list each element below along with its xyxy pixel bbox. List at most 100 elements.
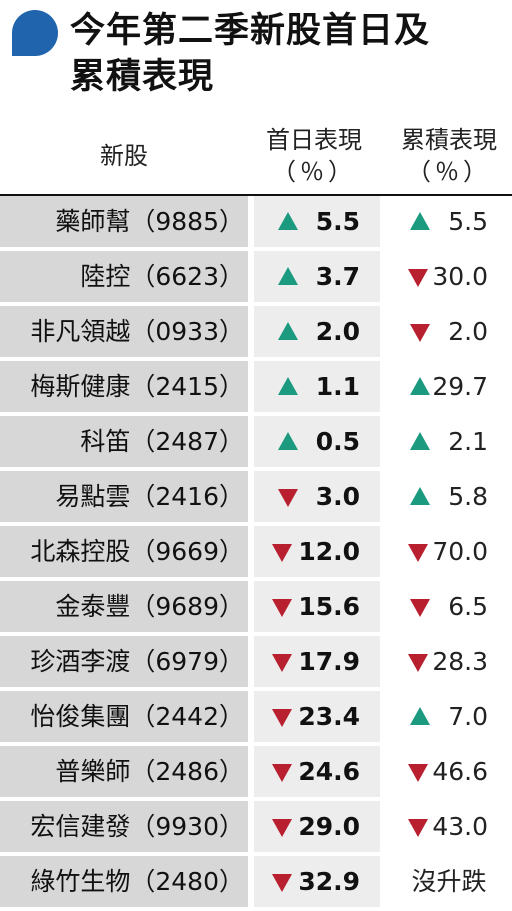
title-line-2: 累積表現	[70, 57, 215, 97]
triangle-up-icon	[278, 377, 298, 395]
cumulative-value: 46.6	[432, 757, 488, 786]
cumulative-value: 70.0	[432, 537, 488, 566]
triangle-down-icon	[408, 819, 428, 837]
triangle-down-icon	[408, 654, 428, 672]
first-day-cell: 23.4	[254, 691, 380, 742]
cumulative-value: 2.0	[448, 317, 488, 346]
first-day-value: 24.6	[298, 757, 360, 786]
cumulative-cell: 6.5	[386, 581, 512, 632]
first-day-value: 3.7	[315, 262, 360, 291]
stock-name-cell: 綠竹生物（2480）	[0, 856, 248, 907]
triangle-down-icon	[408, 544, 428, 562]
first-day-value: 32.9	[298, 867, 360, 896]
first-day-value: 3.0	[315, 482, 360, 511]
first-day-cell: 3.0	[254, 471, 380, 522]
table-row: 陸控（6623） 3.7 30.0	[0, 251, 512, 306]
first-day-value: 2.0	[315, 317, 360, 346]
stock-name-cell: 非凡領越（0933）	[0, 306, 248, 357]
table-row: 綠竹生物（2480） 32.9 沒升跌	[0, 856, 512, 911]
first-day-value: 17.9	[298, 647, 360, 676]
first-day-value: 29.0	[298, 812, 360, 841]
cumulative-value: 30.0	[432, 262, 488, 291]
header-first-day: 首日表現 （％）	[254, 124, 374, 200]
ipo-table: 藥師幫（9885） 5.5 5.5 陸控（6623） 3.7 30.0 非凡領越（0933）…	[0, 196, 512, 911]
stock-name-cell: 北森控股（9669）	[0, 526, 248, 577]
header-name: 新股	[100, 142, 148, 170]
table-row: 北森控股（9669） 12.0 70.0	[0, 526, 512, 581]
cumulative-value: 6.5	[448, 592, 488, 621]
table-row: 梅斯健康（2415） 1.1 29.7	[0, 361, 512, 416]
triangle-up-icon	[410, 487, 430, 505]
triangle-up-icon	[278, 432, 298, 450]
cumulative-value: 沒升跌	[411, 867, 487, 896]
table-row: 宏信建發（9930） 29.0 43.0	[0, 801, 512, 856]
cumulative-value: 29.7	[432, 372, 488, 401]
header-first-day-label: 首日表現	[266, 126, 362, 154]
header-first-day-unit: （％）	[272, 158, 356, 186]
cumulative-cell: 28.3	[386, 636, 512, 687]
cumulative-value: 43.0	[432, 812, 488, 841]
first-day-cell: 17.9	[254, 636, 380, 687]
cumulative-cell: 43.0	[386, 801, 512, 852]
first-day-value: 12.0	[298, 537, 360, 566]
cumulative-cell: 30.0	[386, 251, 512, 302]
header-cumulative: 累積表現 （％）	[386, 124, 512, 200]
triangle-up-icon	[410, 432, 430, 450]
stock-name-cell: 陸控（6623）	[0, 251, 248, 302]
title-line-1: 今年第二季新股首日及	[70, 11, 431, 51]
table-row: 非凡領越（0933） 2.0 2.0	[0, 306, 512, 361]
cumulative-cell: 46.6	[386, 746, 512, 797]
triangle-down-icon	[272, 874, 292, 892]
stock-name-cell: 梅斯健康（2415）	[0, 361, 248, 412]
stock-name-cell: 怡俊集團（2442）	[0, 691, 248, 742]
stock-name-cell: 宏信建發（9930）	[0, 801, 248, 852]
header-divider	[0, 194, 512, 196]
triangle-up-icon	[278, 322, 298, 340]
cumulative-value: 28.3	[432, 647, 488, 676]
stock-name-cell: 藥師幫（9885）	[0, 196, 248, 247]
title-block: 今年第二季新股首日及 累積表現	[0, 0, 512, 118]
table-row: 科笛（2487） 0.5 2.1	[0, 416, 512, 471]
cumulative-cell: 5.5	[386, 196, 512, 247]
first-day-cell: 2.0	[254, 306, 380, 357]
cumulative-cell: 5.8	[386, 471, 512, 522]
table-row: 普樂師（2486） 24.6 46.6	[0, 746, 512, 801]
triangle-up-icon	[410, 212, 430, 230]
table-row: 金泰豐（9689） 15.6 6.5	[0, 581, 512, 636]
table-row: 易點雲（2416） 3.0 5.8	[0, 471, 512, 526]
cumulative-cell: 7.0	[386, 691, 512, 742]
cumulative-value: 5.5	[448, 207, 488, 236]
first-day-cell: 24.6	[254, 746, 380, 797]
triangle-up-icon	[410, 707, 430, 725]
cumulative-cell: 2.0	[386, 306, 512, 357]
speech-bubble-icon	[12, 10, 58, 56]
triangle-up-icon	[278, 212, 298, 230]
first-day-cell: 3.7	[254, 251, 380, 302]
first-day-cell: 0.5	[254, 416, 380, 467]
first-day-value: 5.5	[315, 207, 360, 236]
first-day-value: 15.6	[298, 592, 360, 621]
stock-name-cell: 普樂師（2486）	[0, 746, 248, 797]
header-cumulative-label: 累積表現	[401, 126, 497, 154]
first-day-cell: 29.0	[254, 801, 380, 852]
triangle-down-icon	[272, 544, 292, 562]
triangle-down-icon	[410, 599, 430, 617]
table-row: 藥師幫（9885） 5.5 5.5	[0, 196, 512, 251]
stock-name-cell: 金泰豐（9689）	[0, 581, 248, 632]
table-row: 珍酒李渡（6979） 17.9 28.3	[0, 636, 512, 691]
table-header: 新股 首日表現 （％） 累積表現 （％）	[0, 118, 512, 194]
triangle-up-icon	[278, 267, 298, 285]
triangle-up-icon	[410, 377, 430, 395]
first-day-value: 0.5	[315, 427, 360, 456]
stock-name-cell: 易點雲（2416）	[0, 471, 248, 522]
triangle-down-icon	[272, 654, 292, 672]
page-title: 今年第二季新股首日及 累積表現	[70, 8, 430, 100]
cumulative-value: 2.1	[448, 427, 488, 456]
table-row: 怡俊集團（2442） 23.4 7.0	[0, 691, 512, 746]
first-day-cell: 15.6	[254, 581, 380, 632]
triangle-down-icon	[408, 764, 428, 782]
first-day-cell: 1.1	[254, 361, 380, 412]
first-day-cell: 32.9	[254, 856, 380, 907]
triangle-down-icon	[272, 819, 292, 837]
first-day-cell: 12.0	[254, 526, 380, 577]
